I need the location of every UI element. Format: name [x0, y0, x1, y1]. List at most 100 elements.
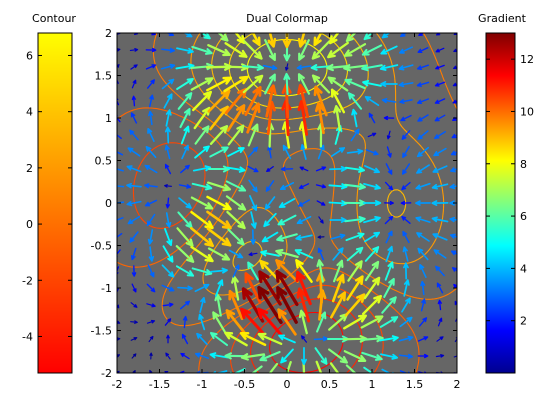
gradient-arrow	[362, 79, 382, 87]
gradient-arrow	[248, 179, 258, 193]
gradient-arrow	[126, 200, 142, 207]
gradient-arrow	[227, 124, 245, 146]
gradient-arrow	[147, 79, 155, 89]
gradient-arrow	[164, 318, 172, 326]
gradient-arrow	[452, 99, 457, 104]
gradient-arrow	[432, 165, 448, 173]
gradient-arrow	[435, 354, 445, 358]
gradient-arrow	[384, 261, 394, 281]
gradient-arrow	[386, 130, 391, 140]
gradient-arrow	[328, 348, 348, 364]
gradient-arrow	[415, 200, 431, 206]
gradient-arrow	[297, 73, 311, 95]
gradient-arrow	[416, 98, 430, 105]
gradient-arrow	[316, 259, 324, 283]
gradient-arrow	[240, 353, 266, 361]
gradient-arrow	[436, 282, 444, 294]
gradient-arrow	[368, 112, 376, 124]
gradient-arrow	[277, 308, 297, 336]
colorbar-tick-label: 0	[26, 218, 33, 231]
gradient-arrow	[131, 79, 137, 89]
gradient-arrow	[381, 296, 397, 314]
gradient-arrow	[234, 33, 246, 45]
gradient-arrow	[385, 245, 394, 263]
colorbar-tick-label: 4	[520, 262, 527, 275]
gradient-arrow	[130, 247, 137, 261]
gradient-arrow	[247, 146, 259, 158]
gradient-arrow	[436, 336, 444, 342]
gradient-arrow	[175, 245, 195, 263]
gradient-arrow	[206, 76, 232, 92]
gradient-arrow	[297, 83, 310, 119]
gradient-arrow	[244, 86, 262, 116]
gradient-arrow	[302, 360, 306, 373]
gradient-arrow	[453, 48, 457, 53]
gradient-arrow	[127, 147, 141, 157]
gradient-arrow	[126, 165, 142, 173]
gradient-arrows	[117, 33, 457, 373]
gradient-arrow	[449, 200, 457, 206]
gradient-arrow	[399, 316, 413, 328]
gradient-arrow	[453, 354, 457, 358]
gradient-arrow	[347, 92, 363, 110]
gradient-arrow	[399, 46, 413, 54]
gradient-arrow	[132, 369, 136, 373]
gradient-arrow	[177, 285, 193, 291]
gradient-arrow	[379, 64, 399, 71]
gradient-arrow	[314, 347, 328, 365]
gradient-arrow	[415, 216, 431, 223]
gradient-arrow	[402, 146, 410, 158]
gradient-arrow	[346, 275, 364, 301]
contour-colorbar-ticks: 6 4 2 0 -2 -4	[22, 49, 72, 343]
gradient-arrow	[131, 283, 137, 293]
gradient-arrow	[164, 144, 171, 160]
gradient-arrow	[454, 336, 457, 343]
gradient-arrow	[227, 228, 245, 246]
gradient-arrow	[381, 98, 397, 104]
gradient-arrow	[280, 166, 294, 172]
gradient-arrow	[434, 114, 446, 122]
gradient-arrow	[164, 126, 171, 144]
gradient-arrow	[315, 184, 327, 189]
gradient-arrow	[207, 89, 231, 113]
gradient-arrow	[250, 211, 257, 229]
gradient-arrow	[217, 33, 229, 42]
gradient-arrow	[399, 370, 411, 373]
gradient-arrow	[117, 132, 122, 139]
gradient-arrow	[283, 72, 291, 96]
gradient-arrow	[278, 334, 296, 344]
contour-colorbar-label: Contour	[32, 12, 76, 25]
gradient-arrow	[226, 104, 246, 132]
gradient-arrow	[240, 307, 266, 337]
gradient-arrow	[276, 286, 298, 324]
colorbar-tick-label: -4	[22, 330, 33, 343]
gradient-arrow	[247, 165, 259, 173]
gradient-arrow	[285, 360, 292, 373]
gradient-arrow	[247, 261, 259, 281]
gradient-arrow	[148, 110, 154, 126]
gradient-arrow	[228, 249, 244, 259]
gradient-arrow	[345, 364, 357, 373]
gradient-arrow	[313, 85, 328, 117]
colorbar-tick-label: 8	[520, 158, 527, 171]
gradient-arrow	[161, 264, 175, 278]
gradient-arrow	[191, 267, 213, 276]
gradient-arrow	[344, 166, 366, 173]
gradient-arrow	[400, 200, 412, 206]
gradient-arrow	[192, 90, 212, 112]
gradient-arrow	[242, 63, 264, 71]
x-tick-label: 0	[284, 378, 291, 391]
gradient-arrow	[131, 33, 138, 35]
gradient-arrow	[163, 93, 173, 109]
gradient-arrow	[209, 331, 229, 347]
gradient-arrow	[206, 210, 232, 230]
x-tick-label: -0.5	[234, 378, 255, 391]
x-tick-label: 2	[454, 378, 461, 391]
gradient-arrow	[299, 166, 309, 172]
gradient-arrow	[164, 370, 170, 373]
gradient-arrow	[198, 313, 206, 331]
gradient-arrow	[331, 273, 345, 303]
gradient-arrow	[117, 232, 123, 238]
gradient-arrow	[232, 264, 240, 278]
